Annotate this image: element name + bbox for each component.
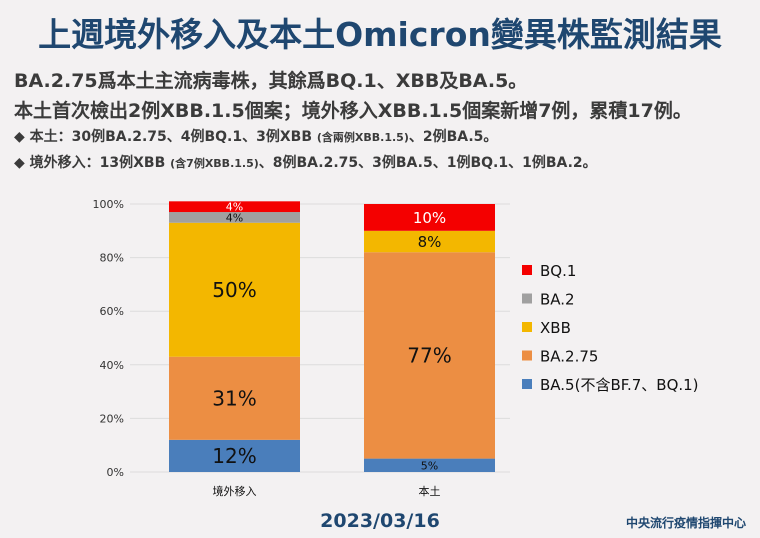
data-label: 77% (407, 344, 451, 368)
bullet-local-end: 、2例BA.5。 (408, 129, 498, 145)
bar-segment (169, 212, 300, 223)
data-label: 8% (418, 233, 442, 251)
bullet-imported-text: ◆ 境外移入：13例XBB (14, 155, 171, 171)
legend-swatch (522, 293, 532, 304)
x-tick-label: 本土 (419, 484, 441, 498)
bar-segment (169, 439, 300, 472)
organization-label: 中央流行疫情指揮中心 (625, 516, 746, 530)
data-label: 4% (226, 211, 243, 224)
x-tick-label: 境外移入 (213, 484, 257, 498)
data-label: 5% (421, 459, 438, 472)
summary-line-2: 本土首次檢出2例XBB.1.5個案；境外移入XBB.1.5個案新增7例，累積17… (14, 100, 692, 122)
page-title: 上週境外移入及本土Omicron變異株監測結果 (38, 15, 722, 54)
bar-segment (169, 356, 300, 440)
bullet-local: ◆ 本土：30例BA.2.75、4例BQ.1、3例XBB (含兩例XBB.1.5… (14, 126, 497, 146)
legend-label: BA.2 (540, 291, 575, 309)
bar-segment (364, 204, 495, 231)
data-label: 10% (413, 209, 446, 227)
y-tick-label: 20% (100, 412, 124, 425)
bar-segment (169, 201, 300, 213)
bullet-local-note: (含兩例XBB.1.5) (316, 131, 409, 144)
bar-segment (364, 230, 495, 253)
y-tick-label: 60% (100, 305, 124, 318)
bullet-local-text: ◆ 本土：30例BA.2.75、4例BQ.1、3例XBB (14, 129, 317, 145)
legend-swatch (522, 265, 532, 275)
y-tick-label: 80% (100, 252, 124, 265)
data-label: 4% (226, 201, 243, 214)
bar-segment (169, 222, 300, 357)
bullet-imported-end: 、8例BA.2.75、3例BA.5、1例BQ.1、1例BA.2。 (258, 155, 597, 171)
legend-swatch (522, 350, 532, 361)
y-tick-label: 0% (107, 466, 124, 479)
legend-label: XBB (540, 319, 571, 337)
bullet-imported: ◆ 境外移入：13例XBB (含7例XBB.1.5)、8例BA.2.75、3例B… (14, 152, 597, 172)
legend-label: BQ.1 (540, 262, 576, 280)
summary-line-1: BA.2.75爲本土主流病毒株，其餘爲BQ.1、XBB及BA.5。 (14, 70, 528, 92)
data-label: 50% (212, 278, 256, 302)
date-label: 2023/03/16 (320, 510, 440, 532)
bullet-imported-note: (含7例XBB.1.5) (170, 157, 259, 170)
y-tick-label: 100% (93, 198, 124, 211)
legend-swatch (522, 379, 532, 389)
legend-label: BA.2.75 (540, 348, 598, 366)
y-tick-label: 40% (100, 359, 124, 372)
data-label: 12% (212, 444, 256, 468)
bar-segment (364, 458, 495, 472)
bar-segment (364, 252, 495, 459)
legend-label: BA.5(不含BF.7、BQ.1) (540, 376, 699, 394)
legend-swatch (522, 322, 532, 332)
data-label: 31% (212, 387, 256, 411)
